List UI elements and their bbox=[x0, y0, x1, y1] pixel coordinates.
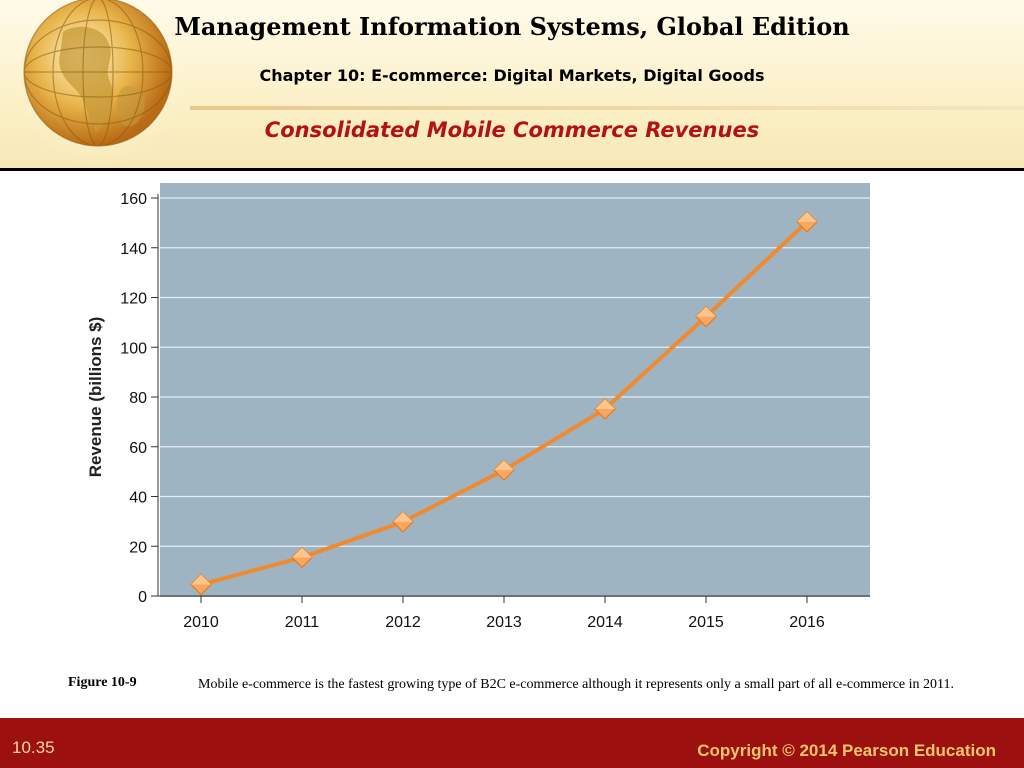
chart-container: 0 20 40 60 80 100 120 140 160 2010 2011 2012 2013 201… bbox=[0, 171, 1024, 651]
slide-number: 10.35 bbox=[12, 738, 55, 757]
x-tick-label: 2014 bbox=[587, 614, 623, 631]
data-point-highlight bbox=[292, 547, 312, 558]
y-tick-label: 20 bbox=[129, 539, 147, 556]
x-tick-label: 2015 bbox=[688, 614, 724, 631]
y-tick-label: 60 bbox=[129, 440, 147, 457]
footer-bar: 10.35 Copyright © 2014 Pearson Education bbox=[0, 718, 1024, 768]
data-point-highlight bbox=[393, 511, 413, 522]
y-tick-label: 80 bbox=[129, 390, 147, 407]
x-tick-label: 2012 bbox=[385, 614, 421, 631]
y-tick-label: 40 bbox=[129, 490, 147, 507]
book-title: Management Information Systems, Global E… bbox=[174, 12, 850, 41]
data-point-highlight bbox=[494, 460, 514, 471]
data-point-highlight bbox=[696, 306, 716, 317]
y-tick-label: 100 bbox=[120, 340, 147, 357]
x-tick-label: 2013 bbox=[486, 614, 522, 631]
y-axis-label: Revenue (billions $) bbox=[86, 317, 105, 478]
globe-icon bbox=[8, 0, 188, 168]
data-point-highlight bbox=[191, 574, 211, 585]
y-tick-label: 140 bbox=[120, 241, 147, 258]
header-band: Management Information Systems, Global E… bbox=[0, 0, 1024, 168]
header-rule bbox=[0, 168, 1024, 171]
x-tick-label: 2016 bbox=[789, 614, 825, 631]
chapter-title: Chapter 10: E-commerce: Digital Markets,… bbox=[259, 66, 765, 85]
y-tick-label: 120 bbox=[120, 291, 147, 308]
x-axis-band bbox=[160, 597, 870, 632]
plot-area bbox=[160, 183, 870, 631]
x-tick-label: 2010 bbox=[183, 614, 219, 631]
header-divider bbox=[190, 106, 1024, 110]
y-tick-label: 160 bbox=[120, 191, 147, 208]
line-chart: 0 20 40 60 80 100 120 140 160 2010 2011 2012 2013 201… bbox=[86, 183, 870, 632]
figure-caption: Mobile e-commerce is the fastest growing… bbox=[198, 677, 955, 692]
copyright-notice: Copyright © 2014 Pearson Education bbox=[697, 741, 996, 760]
slide-title: Consolidated Mobile Commerce Revenues bbox=[264, 118, 760, 142]
figure-label: Figure 10-9 bbox=[68, 675, 137, 690]
x-tick-label: 2011 bbox=[285, 614, 320, 631]
data-point-highlight bbox=[595, 398, 615, 409]
y-tick-label: 0 bbox=[138, 589, 147, 606]
data-point-highlight bbox=[797, 211, 817, 222]
